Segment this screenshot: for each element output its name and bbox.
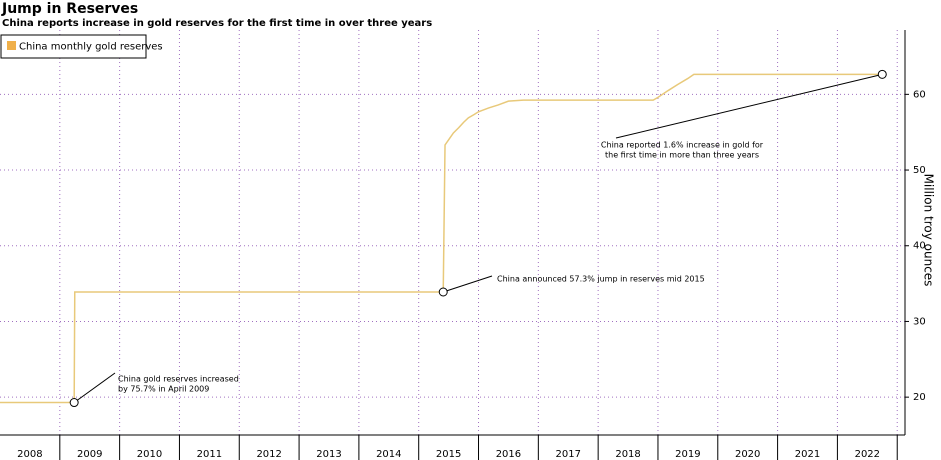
x-tick-label: 2016 xyxy=(496,449,521,460)
x-tick-label: 2021 xyxy=(795,449,820,460)
x-tick-label: 2010 xyxy=(137,449,162,460)
x-tick-label: 2015 xyxy=(436,449,461,460)
legend-label: China monthly gold reserves xyxy=(19,42,163,53)
x-tick-label: 2019 xyxy=(675,449,700,460)
annotation-text: China gold reserves increased xyxy=(118,375,239,384)
x-tick-label: 2022 xyxy=(855,449,880,460)
annotation-text: China reported 1.6% increase in gold for xyxy=(601,141,764,150)
x-tick-label: 2009 xyxy=(77,449,102,460)
chart-subtitle: China reports increase in gold reserves … xyxy=(2,18,432,29)
annotation-leader xyxy=(615,73,883,139)
y-tick-label: 30 xyxy=(913,316,926,327)
y-tick-label: 50 xyxy=(913,165,926,176)
annotation-leader xyxy=(73,372,116,403)
x-tick-label: 2011 xyxy=(197,449,222,460)
annotation-marker xyxy=(438,287,448,297)
chart-title: Jump in Reserves xyxy=(1,1,138,17)
data-line xyxy=(0,73,883,404)
annotation-text: China announced 57.3% jump in reserves m… xyxy=(497,275,705,284)
annotation-text: by 75.7% in April 2009 xyxy=(118,385,209,394)
x-tick-label: 2013 xyxy=(316,449,341,460)
legend-box xyxy=(0,34,147,59)
annotation-marker xyxy=(69,398,79,408)
x-tick-label: 2014 xyxy=(376,449,401,460)
annotation-leader xyxy=(443,275,493,293)
y-tick-label: 20 xyxy=(913,392,926,403)
x-tick-label: 2017 xyxy=(556,449,581,460)
legend-swatch xyxy=(7,41,16,50)
annotation-marker xyxy=(877,69,887,79)
y-axis-label: Million troy ounces xyxy=(922,174,936,287)
x-tick-label: 2020 xyxy=(735,449,760,460)
x-tick-label: 2012 xyxy=(256,449,281,460)
y-tick-label: 40 xyxy=(913,241,926,252)
x-tick-label: 2008 xyxy=(17,449,42,460)
annotation-text: the first time in more than three years xyxy=(605,151,759,160)
x-tick-label: 2018 xyxy=(615,449,640,460)
y-tick-label: 60 xyxy=(913,89,926,100)
